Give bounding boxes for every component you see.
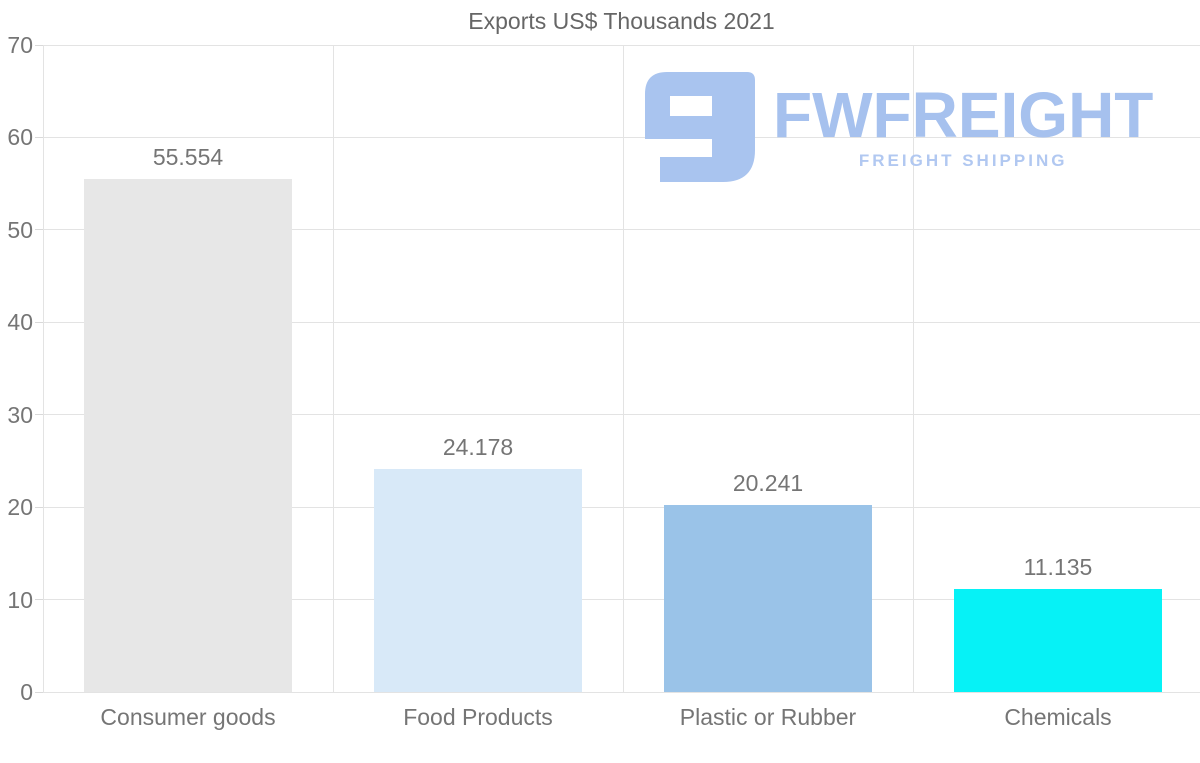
y-axis-tick-label: 50 [7, 216, 33, 243]
y-axis-tick-mark [35, 599, 43, 601]
y-axis-tick-label: 20 [7, 494, 33, 521]
bar-value-label: 11.135 [1023, 554, 1093, 581]
y-axis-tick-label: 40 [7, 309, 33, 336]
logo-name: FWFREIGHT [773, 79, 1154, 151]
y-axis-tick-label: 0 [20, 679, 33, 705]
y-gridline [43, 44, 1200, 46]
x-gridline [622, 45, 624, 692]
y-gridline [43, 599, 1200, 601]
y-axis-tick-mark [35, 229, 43, 231]
bar-value-label: 24.178 [442, 433, 514, 460]
freight-logo-icon [645, 72, 755, 182]
logo-text: FWFREIGHT FREIGHT SHIPPING [773, 72, 1153, 171]
x-gridline [912, 45, 914, 692]
bar-plastic-or-rubber [664, 504, 872, 692]
y-gridline [43, 229, 1200, 231]
chart-title: Exports US$ Thousands 2021 [468, 8, 775, 34]
y-axis-tick-mark [35, 506, 43, 508]
logo-tagline: FREIGHT SHIPPING [858, 151, 1068, 171]
bar-consumer-goods [84, 178, 292, 692]
y-axis-tick-mark [35, 136, 43, 138]
y-axis-line [43, 45, 44, 692]
bar-food-products [374, 468, 582, 692]
x-gridline [332, 45, 334, 692]
y-axis-tick-label: 10 [7, 586, 33, 613]
y-gridline [43, 321, 1200, 323]
bar-value-label: 55.554 [152, 143, 224, 170]
x-axis-category-label: Food Products [403, 704, 553, 730]
y-gridline [43, 691, 1200, 693]
logo: FWFREIGHT FREIGHT SHIPPING [645, 72, 1153, 182]
y-gridline [43, 136, 1200, 138]
freight-logo-mark-path [645, 72, 755, 182]
bar-value-label: 20.241 [732, 469, 804, 496]
y-axis-tick-label: 70 [7, 32, 33, 58]
y-axis-tick-mark [35, 691, 43, 693]
y-axis-tick-mark [35, 44, 43, 46]
y-axis-tick-label: 30 [7, 401, 33, 428]
bar-chemicals [954, 589, 1162, 692]
x-axis-category-label: Plastic or Rubber [679, 704, 857, 730]
plot-area: 55.554 24.178 20.241 11.135 [43, 44, 1200, 693]
y-axis-tick-mark [35, 321, 43, 323]
y-gridline [43, 414, 1200, 416]
x-axis-category-label: Consumer goods [100, 704, 276, 730]
y-axis-tick-label: 60 [7, 124, 33, 151]
x-axis-category-label: Chemicals [1004, 704, 1112, 730]
y-axis-tick-mark [35, 414, 43, 416]
y-gridline [43, 506, 1200, 508]
